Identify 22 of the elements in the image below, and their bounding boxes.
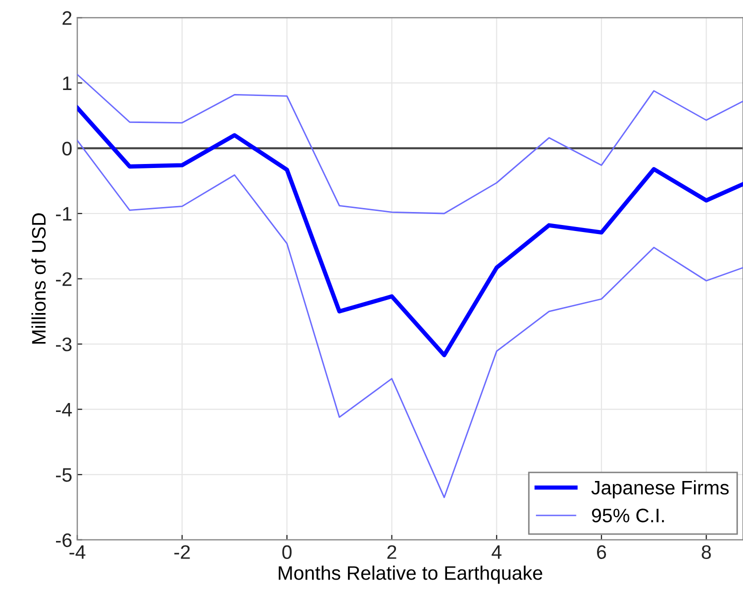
x-tick-label: 8	[702, 545, 711, 559]
x-tick-label: 2	[387, 545, 396, 559]
x-axis-title: Months Relative to Earthquake	[278, 566, 542, 584]
line-series	[77, 140, 743, 498]
y-tick-label: 2	[62, 11, 72, 25]
line-series	[77, 74, 743, 214]
y-tick-label: -2	[56, 272, 72, 286]
y-tick-label: 0	[62, 142, 72, 156]
y-tick-label: -3	[56, 338, 72, 352]
y-tick-label: 1	[63, 76, 72, 90]
line-series	[77, 106, 743, 358]
x-tick-label: -2	[174, 545, 190, 559]
x-tick-label: 4	[492, 545, 502, 559]
x-tick-label: 0	[282, 545, 292, 559]
y-tick-label: -1	[56, 207, 72, 221]
y-tick-label: -6	[56, 533, 72, 548]
y-axis-title: Millions of USD	[31, 213, 46, 344]
y-tick-label: -5	[56, 468, 72, 482]
x-tick-label: 6	[597, 545, 606, 559]
legend-label: Japanese Firms	[591, 480, 729, 498]
y-tick-label: -4	[56, 402, 72, 416]
legend-label: 95% C.I.	[592, 508, 664, 522]
